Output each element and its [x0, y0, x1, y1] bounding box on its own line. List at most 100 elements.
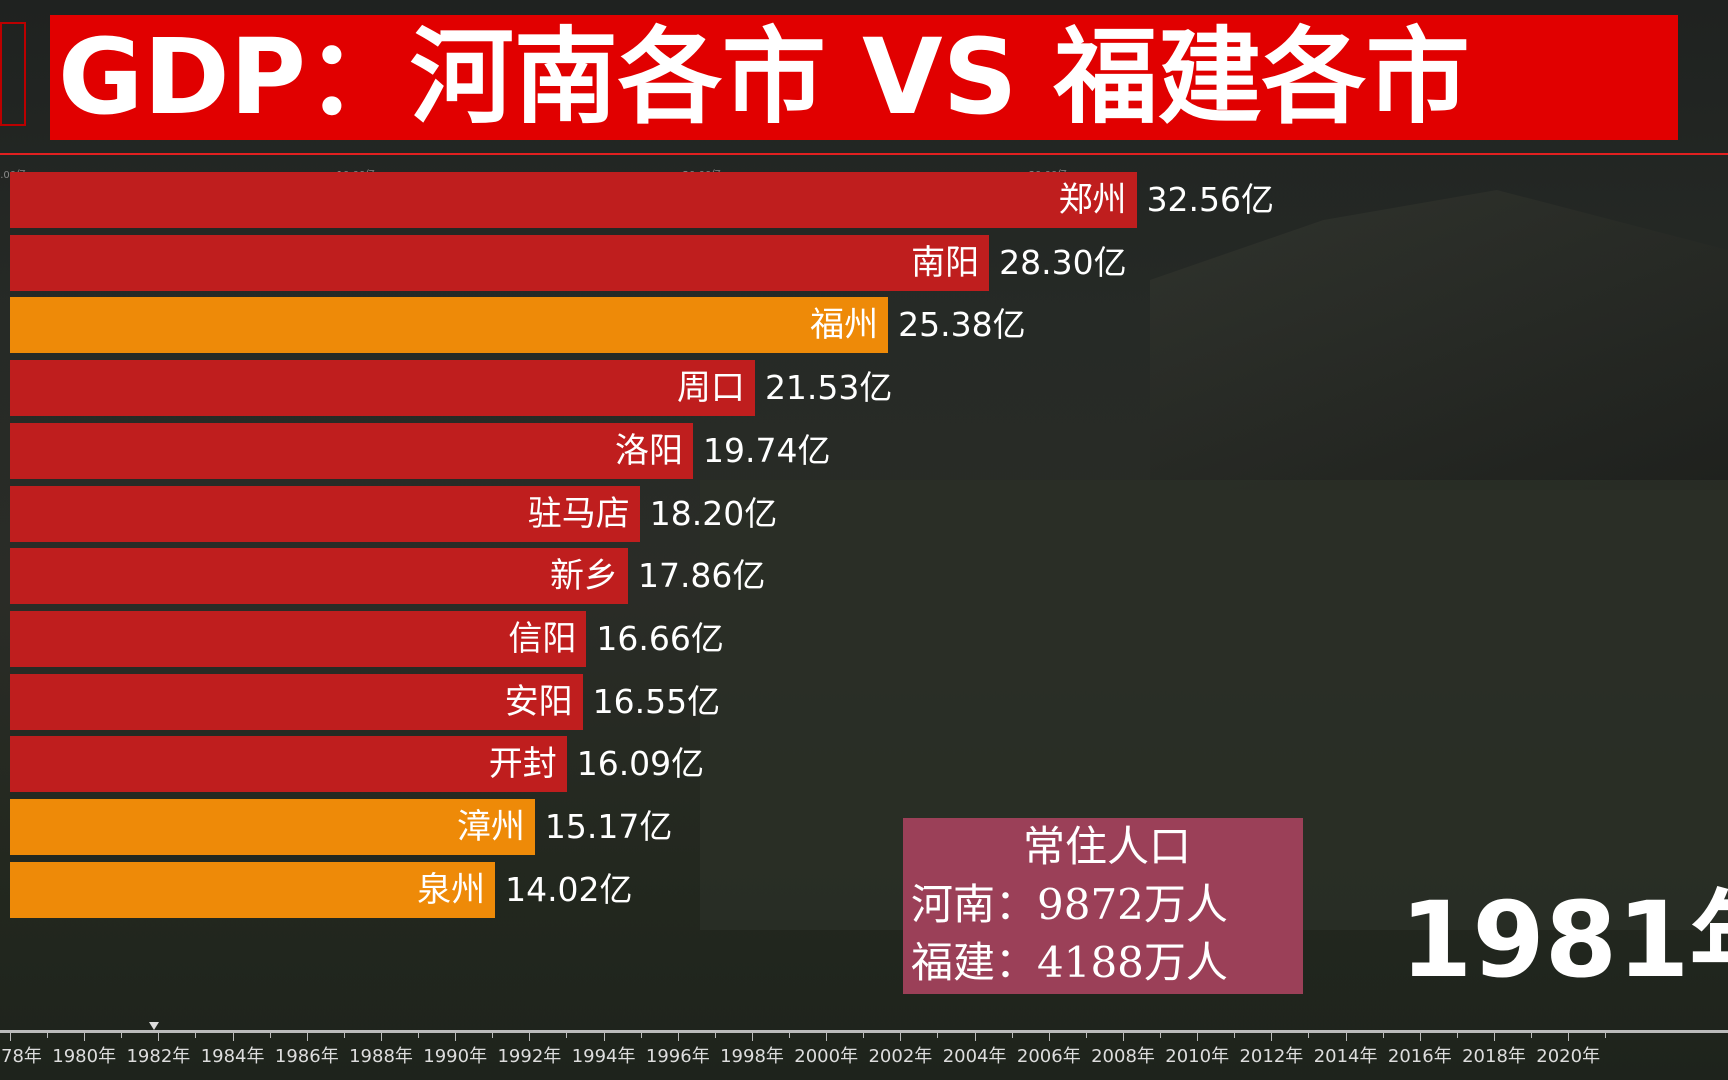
bar-henan: 信阳: [10, 610, 587, 667]
bar-value-label: 16.09亿: [576, 744, 705, 784]
timeline-tick: [900, 1033, 902, 1041]
timeline-tick: [529, 1033, 531, 1041]
bar-category-label: 郑州: [1058, 180, 1127, 220]
bar-category-label: 周口: [676, 368, 745, 409]
timeline-minor-tick: [1531, 1033, 1532, 1038]
bar-value-label: 21.53亿: [764, 368, 893, 408]
timeline-year-label[interactable]: 1986年: [274, 1046, 339, 1067]
bar-henan: 安阳: [10, 673, 583, 730]
timeline-minor-tick: [1382, 1033, 1384, 1038]
timeline-tick: [10, 1033, 11, 1041]
timeline-minor-tick: [492, 1033, 494, 1038]
timeline-minor-tick: [1605, 1033, 1607, 1038]
bar-henan: 驻马店: [10, 485, 640, 542]
timeline-tick: [1494, 1033, 1495, 1041]
background-roof: [1150, 190, 1728, 490]
timeline-year-label[interactable]: 1984年: [200, 1046, 265, 1067]
timeline-year-label[interactable]: 2010年: [1165, 1046, 1230, 1067]
timeline-minor-tick: [566, 1033, 568, 1038]
title-divider: [0, 153, 1728, 155]
population-title: 常住人口: [1022, 822, 1191, 871]
bar-henan: 郑州: [10, 172, 1137, 228]
timeline-minor-tick: [269, 1033, 271, 1038]
timeline-year-label[interactable]: 2004年: [942, 1046, 1007, 1067]
bar-category-label: 洛阳: [615, 430, 683, 471]
bar-henan: 南阳: [10, 234, 990, 291]
bar-value-label: 28.30亿: [999, 242, 1127, 282]
bar-category-label: 福州: [810, 305, 879, 346]
timeline-year-label[interactable]: 2008年: [1091, 1046, 1155, 1067]
timeline-year-label[interactable]: 1990年: [423, 1046, 488, 1067]
timeline-year-label[interactable]: 2012年: [1239, 1046, 1304, 1067]
population-box: 常住人口 河南：9872万人 福建：4188万人: [903, 818, 1303, 994]
timeline-year-label[interactable]: 1992年: [497, 1046, 562, 1067]
timeline-tick: [1048, 1033, 1050, 1041]
bar-value-label: 25.38亿: [898, 305, 1026, 345]
bar-value-label: 17.86亿: [637, 556, 766, 596]
timeline-year-label[interactable]: 1998年: [720, 1046, 784, 1067]
bar-category-label: 泉州: [417, 869, 486, 910]
timeline-minor-tick: [1234, 1033, 1236, 1038]
timeline-year-label[interactable]: 1994年: [571, 1046, 636, 1067]
timeline-minor-tick: [1011, 1033, 1013, 1038]
timeline-tick: [1197, 1033, 1199, 1041]
bar-category-label: 南阳: [911, 242, 980, 283]
bar-value-label: 14.02亿: [505, 869, 633, 909]
timeline-year-label[interactable]: 2016年: [1387, 1046, 1452, 1067]
timeline-tick: [455, 1033, 457, 1041]
chart-title: GDP：河南各市 VS 福建各市: [50, 15, 1678, 140]
bar-henan: 新乡: [10, 548, 628, 605]
timeline-year-label[interactable]: 2006年: [1016, 1046, 1081, 1067]
bar-henan: 开封: [10, 736, 567, 793]
timeline-tick: [677, 1033, 679, 1041]
timeline-minor-tick: [937, 1033, 939, 1038]
bar-value-label: 16.55亿: [592, 681, 721, 721]
bar-value-label: 19.74亿: [703, 430, 831, 470]
timeline-year-label[interactable]: 1982年: [126, 1046, 191, 1067]
timeline-tick: [826, 1033, 828, 1041]
timeline-year-label[interactable]: 2020年: [1536, 1046, 1601, 1067]
bar-category-label: 新乡: [549, 556, 618, 597]
timeline-tick: [1419, 1033, 1421, 1041]
timeline-tick: [1568, 1033, 1570, 1041]
timeline-tick: [1123, 1033, 1124, 1041]
timeline-minor-tick: [343, 1033, 345, 1038]
timeline-tick: [232, 1033, 234, 1041]
bar-category-label: 漳州: [456, 807, 525, 847]
timeline-year-label[interactable]: 1978年: [0, 1046, 42, 1067]
bar-henan: 洛阳: [10, 422, 693, 479]
bar-category-label: 安阳: [504, 681, 573, 722]
bar-category-label: 驻马店: [527, 493, 630, 534]
timeline-minor-tick: [1085, 1033, 1087, 1038]
population-henan: 河南：9872万人: [911, 880, 1228, 929]
timeline-tick: [306, 1033, 308, 1041]
timeline-minor-tick: [714, 1033, 716, 1038]
timeline-minor-tick: [1160, 1033, 1161, 1038]
timeline-tick: [1271, 1033, 1273, 1041]
bar-fujian: 泉州: [10, 861, 496, 918]
timeline-minor-tick: [418, 1033, 419, 1038]
bar-category-label: 信阳: [508, 618, 577, 659]
timeline-year-label[interactable]: 1980年: [52, 1046, 117, 1067]
seal-logo: [0, 22, 26, 126]
timeline-minor-tick: [47, 1033, 48, 1038]
bar-fujian: 漳州: [10, 799, 535, 855]
bar-category-label: 开封: [488, 744, 557, 785]
timeline-tick: [1345, 1033, 1347, 1041]
timeline-slider[interactable]: [0, 1030, 1728, 1033]
timeline-tick: [381, 1033, 382, 1041]
timeline-minor-tick: [121, 1033, 123, 1038]
timeline-year-label[interactable]: 2014年: [1313, 1046, 1378, 1067]
population-fujian: 福建：4188万人: [911, 938, 1228, 987]
timeline-year-label[interactable]: 2000年: [794, 1046, 859, 1067]
bar-value-label: 15.17亿: [544, 807, 673, 846]
timeline-tick: [603, 1033, 605, 1041]
timeline-year-label[interactable]: 1988年: [349, 1046, 413, 1067]
current-year: 1981年: [1400, 879, 1728, 1001]
timeline-year-label[interactable]: 1996年: [645, 1046, 710, 1067]
timeline-minor-tick: [1456, 1033, 1458, 1038]
timeline-marker[interactable]: [149, 1022, 159, 1030]
timeline-year-label[interactable]: 2002年: [868, 1046, 933, 1067]
timeline-minor-tick: [789, 1033, 790, 1038]
timeline-year-label[interactable]: 2018年: [1462, 1046, 1526, 1067]
